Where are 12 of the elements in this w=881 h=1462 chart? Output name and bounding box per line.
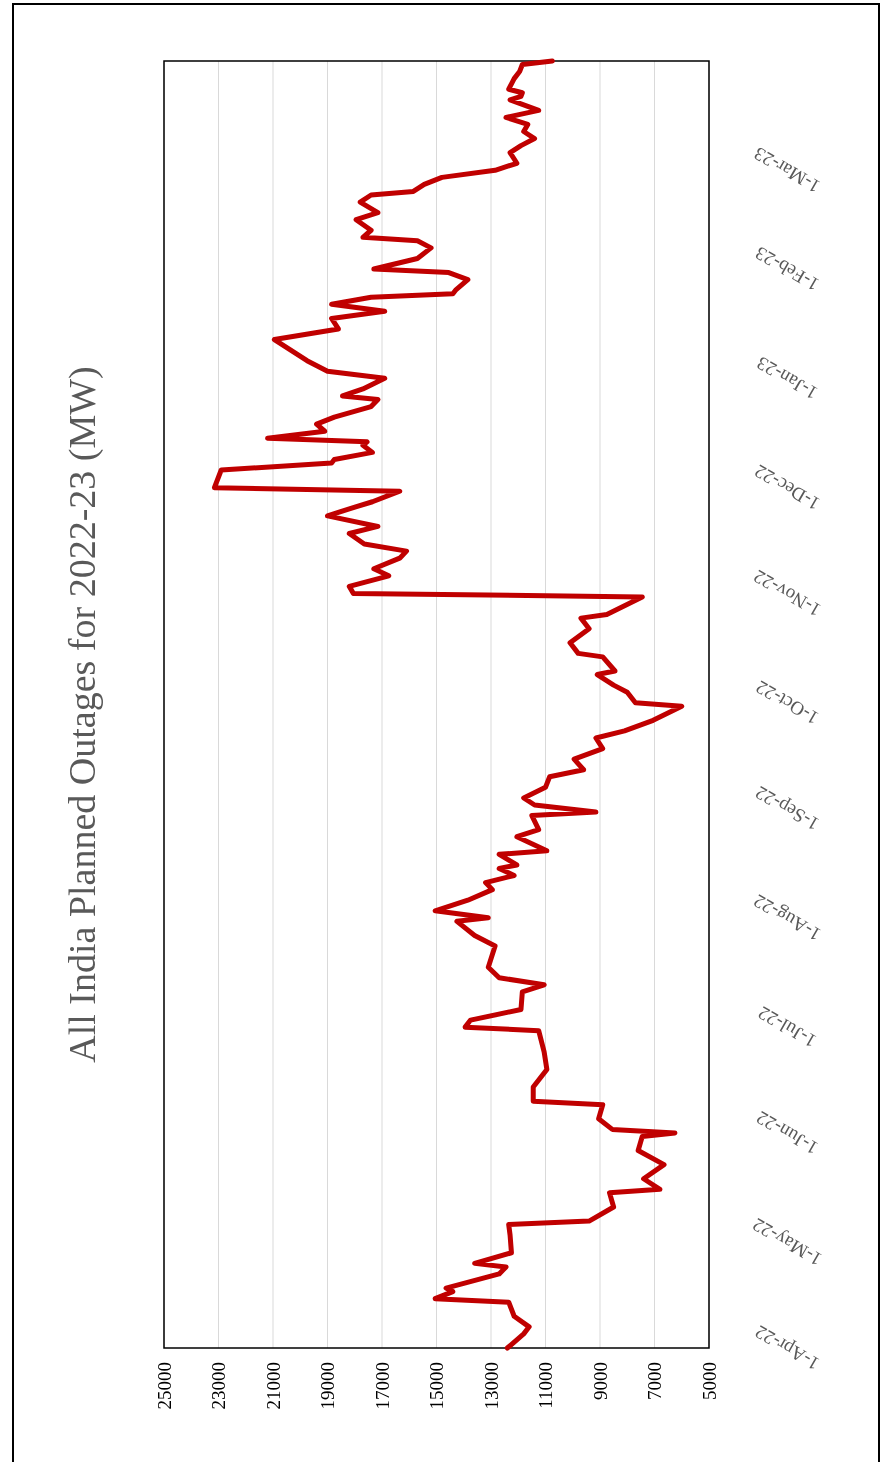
x-tick-label: 19000 — [317, 1362, 338, 1410]
x-tick-label: 9000 — [589, 1362, 611, 1400]
x-tick-label: 7000 — [644, 1362, 665, 1400]
x-tick-label: 5000 — [698, 1362, 720, 1400]
text: All India Planned Outages for 2022-23 (MW) — [61, 366, 104, 1063]
x-tick-label: 17000 — [371, 1362, 393, 1410]
x-tick-label: 25000 — [153, 1362, 175, 1410]
x-tick-label: 23000 — [208, 1362, 229, 1410]
x-tick-label: 21000 — [262, 1362, 284, 1410]
x-tick-label: 13000 — [480, 1362, 502, 1410]
x-tick-label: 15000 — [426, 1362, 447, 1410]
x-tick-label: 11000 — [535, 1362, 556, 1409]
